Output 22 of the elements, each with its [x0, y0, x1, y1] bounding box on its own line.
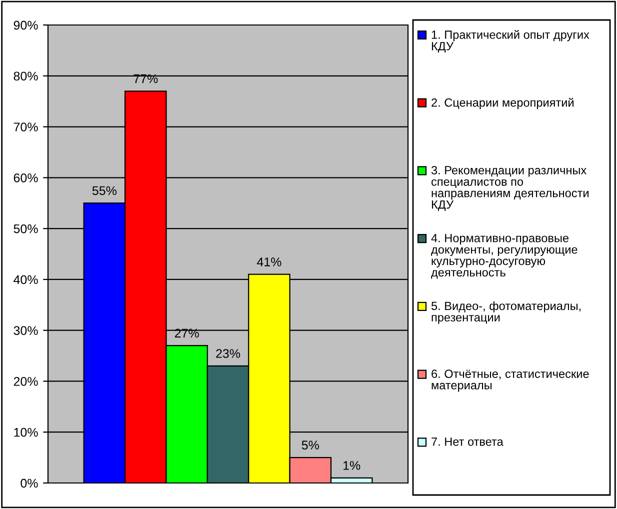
y-tick-label: 60%: [14, 173, 38, 182]
legend-label: 1. Практический опыт других КДУ: [432, 30, 590, 53]
data-label: 55%: [92, 186, 116, 196]
data-label: 23%: [216, 349, 240, 358]
y-tick-label: 10%: [14, 428, 38, 437]
y-tick-label: 90%: [14, 20, 38, 30]
y-tick-label: 80%: [14, 72, 38, 81]
y-tick-label: 0%: [20, 478, 38, 488]
y-tick-label: 20%: [14, 377, 38, 386]
data-label: 41%: [256, 258, 282, 266]
y-tick-label: 50%: [14, 224, 38, 234]
y-tick-label: 70%: [14, 122, 38, 132]
y-tick-label: 40%: [14, 275, 38, 284]
legend-label: 4. Нормативно-правовые документы, регулирующие культурно-досуговую деятельность: [431, 234, 578, 279]
data-label: 5%: [302, 440, 319, 450]
legend-label: 2. Сценарии мероприятий: [432, 98, 574, 110]
legend-label: 6. Отчётные, статистические материалы: [432, 370, 589, 392]
legend-label: 3. Рекомендации различных специалистов по направлениям деятельности КДУ: [431, 166, 588, 211]
legend-label: 5. Видео-, фотоматериалы, презентации: [431, 301, 581, 324]
y-tick-label: 30%: [14, 326, 38, 335]
legend-label: 7. Нет ответа: [432, 438, 504, 446]
data-label: 1%: [343, 461, 360, 470]
